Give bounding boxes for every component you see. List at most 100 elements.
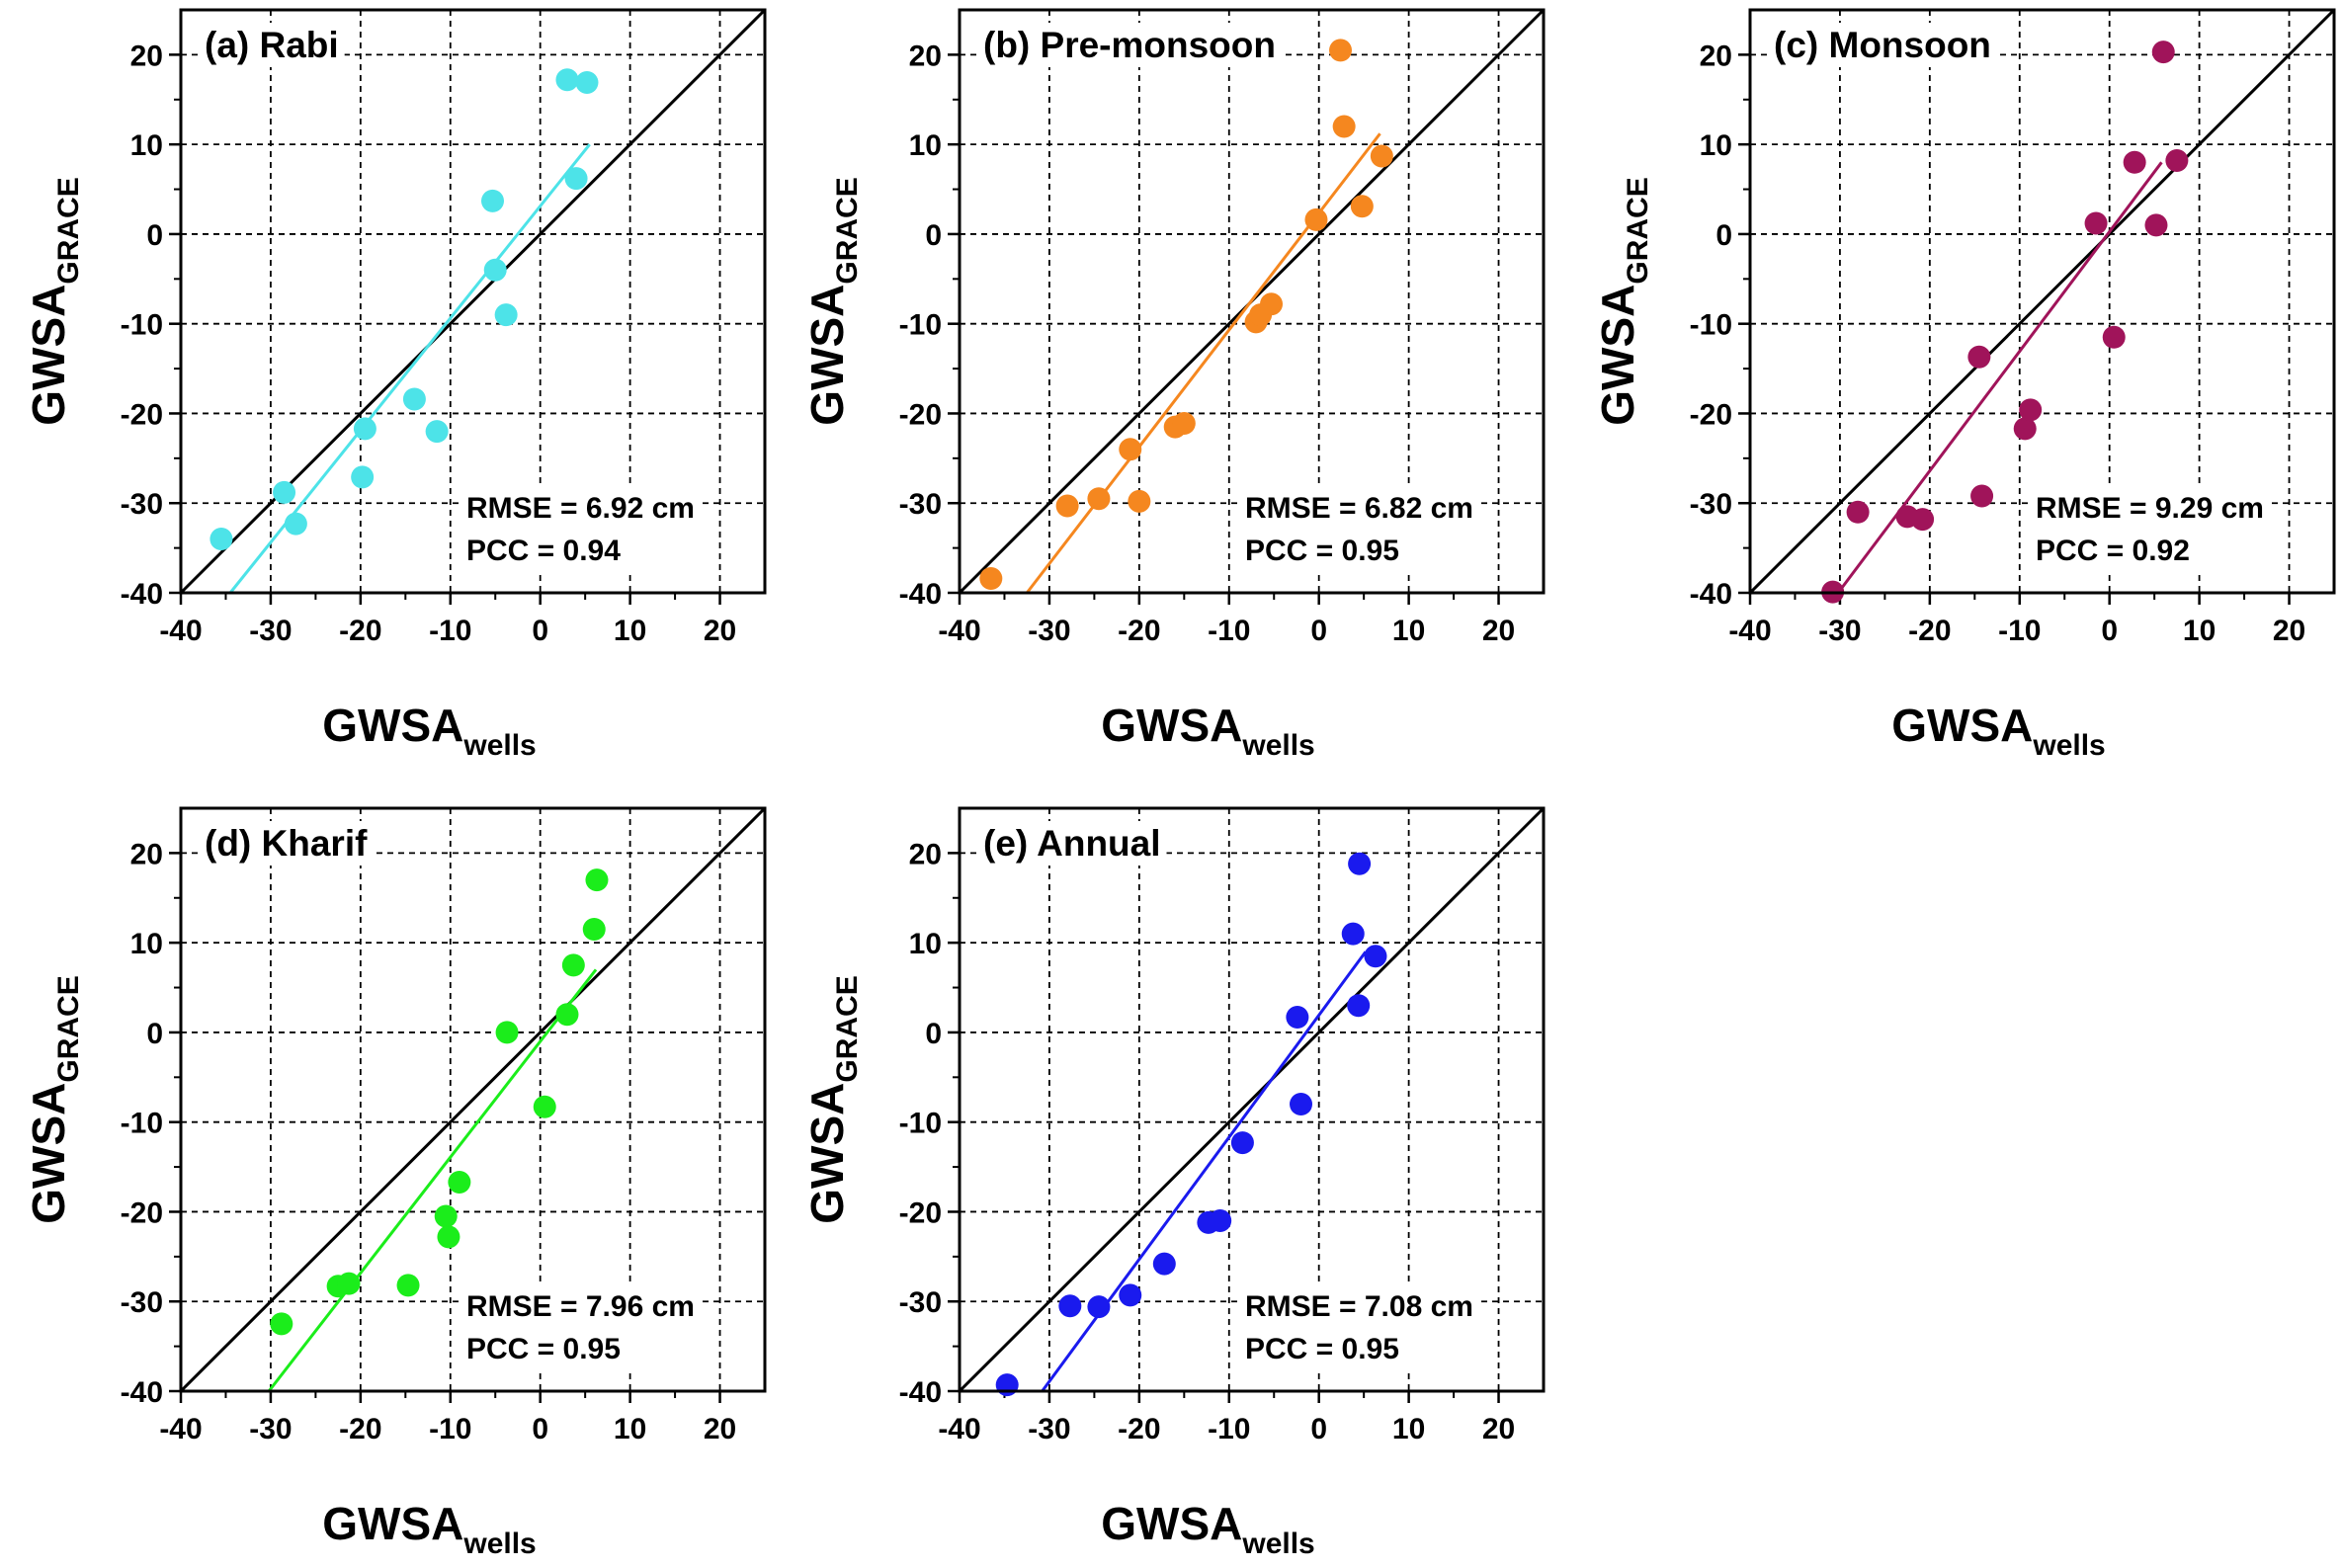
data-point [1329,39,1353,62]
ticks: -40 -30 -20 -10 0 10 20 -40 -30 -20 -10 0 10 20 [1690,40,2306,647]
data-point [2165,148,2189,172]
x-tick-label: -40 [938,1413,980,1445]
x-tick-label: -10 [1998,615,2041,647]
fit-line [1836,161,2163,594]
data-point [1911,508,1935,532]
y-tick-label: -40 [121,578,163,611]
rmse-label: RMSE = 9.29 cm [2036,492,2264,525]
x-axis-label-sub: wells [1241,1527,1314,1560]
panel-title: (e) Annual [983,823,1161,864]
x-axis-label-sub: wells [1241,729,1314,762]
y-tick-label: -10 [899,309,942,342]
y-tick-label: -10 [121,309,163,342]
y-axis-label-sub: GRACE [1622,177,1654,284]
x-tick-label: 10 [614,615,646,647]
x-tick-label: 0 [1310,1413,1327,1445]
x-tick-label: -40 [938,615,980,647]
data-point [585,868,609,892]
y-tick-label: 10 [1700,129,1732,162]
data-point [979,566,1003,590]
y-tick-label: 0 [146,219,163,252]
data-point [533,1095,556,1118]
rmse-label: RMSE = 7.96 cm [466,1290,695,1323]
panel-0: -40 -30 -20 -10 0 10 20 -40 -30 -20 -10 0 10 20 (a) Ra… [23,8,767,762]
x-tick-label: 0 [532,615,548,647]
y-tick-label: -40 [1690,578,1732,611]
x-tick-label: 0 [1310,615,1327,647]
y-axis-label-sub: GRACE [831,975,864,1082]
data-point [1846,500,1870,524]
y-tick-label: 10 [130,129,163,162]
data-point [437,1225,460,1249]
y-tick-label: -30 [121,488,163,521]
data-point [1364,945,1387,968]
y-tick-label: -20 [1690,398,1732,431]
data-point [1055,494,1079,518]
data-point [1087,1295,1111,1319]
x-tick-label: -10 [429,1413,471,1445]
y-tick-label: 20 [130,838,163,870]
panel-title: (b) Pre-monsoon [983,25,1276,65]
data-point [402,387,426,411]
y-tick-label: 20 [130,40,163,72]
data-point [2102,325,2126,349]
y-axis-label: GWSAGRACE [801,177,864,425]
y-tick-label: 20 [909,40,942,72]
data-points [209,68,599,551]
data-point [564,167,588,191]
plot-frame [179,8,767,595]
data-point [555,1003,579,1027]
fit-line [267,968,598,1392]
x-axis-label: GWSAwells [1891,700,2105,762]
y-tick-label: 0 [925,1018,942,1050]
y-axis-label: GWSAGRACE [801,975,864,1223]
x-tick-label: -20 [1118,1413,1160,1445]
data-point [1348,852,1372,875]
data-point [1087,487,1111,511]
data-point [353,417,376,441]
x-tick-label: -40 [1728,615,1771,647]
y-axis-label: GWSAGRACE [23,177,85,425]
x-tick-label: -30 [249,615,292,647]
data-point [1058,1294,1082,1318]
y-axis-label-sub: GRACE [52,975,85,1082]
x-tick-label: -20 [1118,615,1160,647]
x-tick-label: 20 [2273,615,2305,647]
y-tick-label: 20 [1700,40,1732,72]
panel-3: -40 -30 -20 -10 0 10 20 -40 -30 -20 -10 0 10 20 (d) Kh… [23,806,767,1560]
x-tick-label: 10 [2183,615,2216,647]
pcc-label: PCC = 0.95 [466,1333,621,1365]
panel-4: -40 -30 -20 -10 0 10 20 -40 -30 -20 -10 0 10 20 (e) An… [801,806,1546,1560]
data-point [1119,1283,1142,1307]
data-point [1332,115,1356,138]
data-point [561,953,585,977]
x-axis-label-sub: wells [2032,729,2105,762]
panel-title: (a) Rabi [205,25,339,65]
panel-title: (d) Kharif [205,823,368,864]
x-tick-label: 20 [704,1413,736,1445]
data-point [481,189,505,212]
y-axis-label-sub: GRACE [831,177,864,284]
rmse-label: RMSE = 6.92 cm [466,492,695,525]
data-point [1119,438,1142,461]
data-point [2151,41,2175,64]
x-tick-label: 10 [1392,1413,1425,1445]
ticks: -40 -30 -20 -10 0 10 20 -40 -30 -20 -10 0 10 20 [899,40,1516,647]
data-point [1260,292,1284,316]
plot-frame [958,806,1546,1393]
y-tick-label: -30 [121,1286,163,1319]
data-point [1230,1131,1254,1155]
data-point [1290,1093,1313,1116]
data-point [1347,994,1371,1018]
data-point [337,1272,361,1295]
data-point [495,1021,519,1044]
data-point [270,1312,293,1336]
y-tick-label: 0 [1715,219,1732,252]
data-points [1821,41,2189,604]
data-point [209,528,233,551]
fit-line [1041,950,1368,1392]
y-tick-label: -20 [899,398,942,431]
data-point [1152,1252,1176,1276]
x-tick-label: -30 [1818,615,1861,647]
